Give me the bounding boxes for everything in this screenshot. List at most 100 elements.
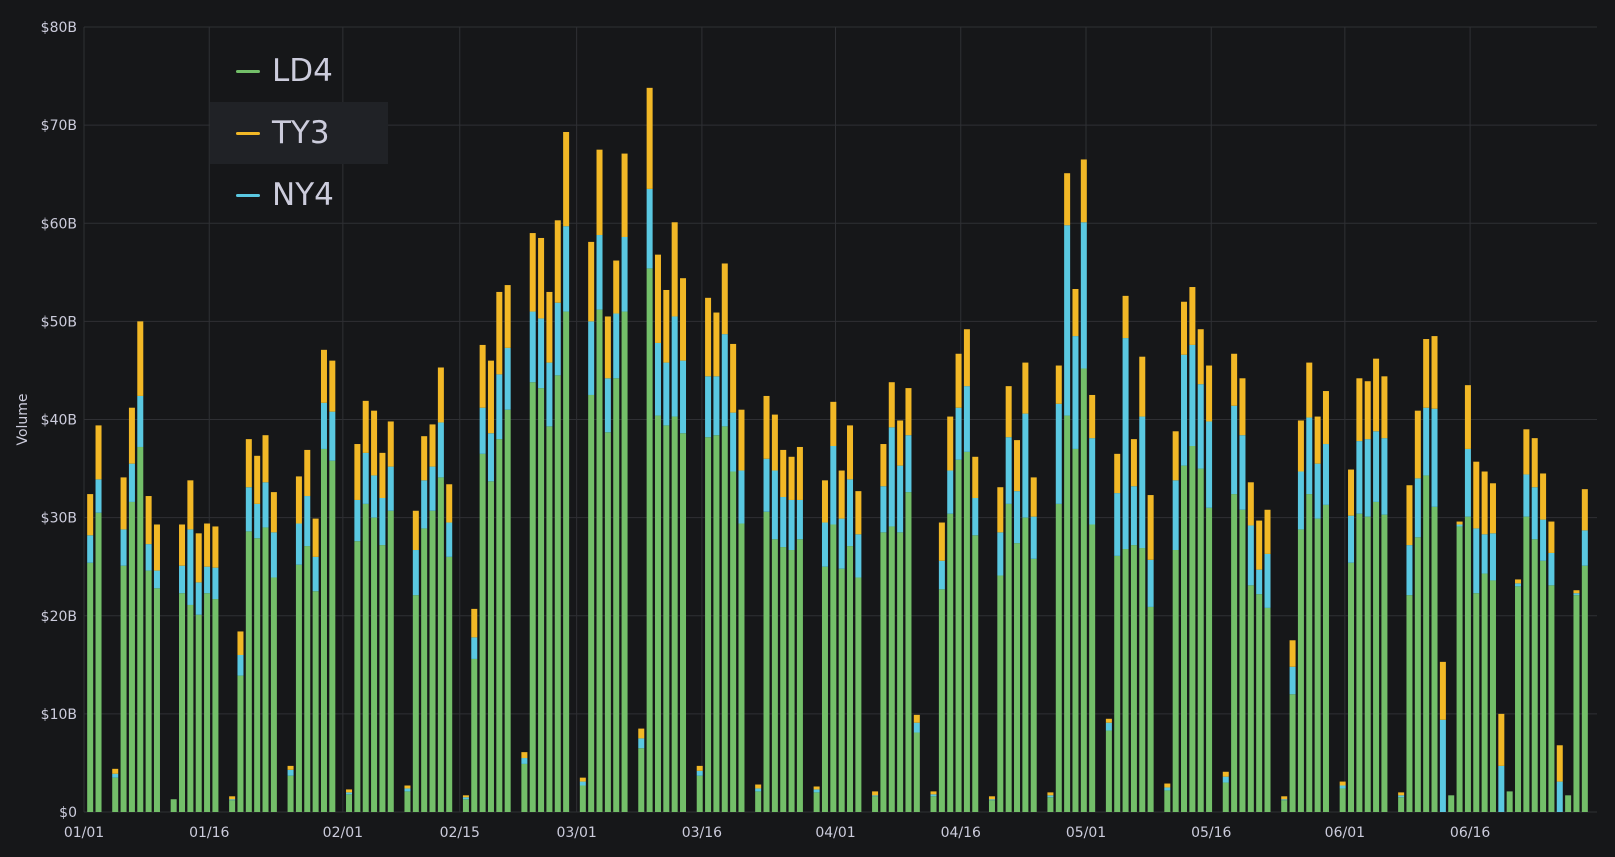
bar-ty3[interactable] [1105, 718, 1112, 723]
bar-ty3[interactable] [504, 285, 511, 348]
bar-ty3[interactable] [329, 360, 336, 412]
bar-ty3[interactable] [1181, 301, 1188, 355]
bar-ny4[interactable] [938, 560, 945, 590]
bar-ny4[interactable] [1080, 222, 1087, 369]
bar-ld4[interactable] [596, 309, 603, 812]
bar-ty3[interactable] [1489, 483, 1496, 534]
bar-ty3[interactable] [312, 518, 319, 557]
bar-ny4[interactable] [487, 433, 494, 482]
bar-ny4[interactable] [1489, 533, 1496, 581]
bar-ty3[interactable] [1289, 640, 1296, 667]
bar-ty3[interactable] [479, 344, 486, 408]
bar-ny4[interactable] [1147, 559, 1154, 607]
bar-ld4[interactable] [346, 794, 353, 812]
bar-ty3[interactable] [120, 477, 127, 530]
bar-ty3[interactable] [137, 321, 144, 396]
bar-ty3[interactable] [888, 382, 895, 428]
bar-ty3[interactable] [1556, 745, 1563, 782]
bar-ny4[interactable] [504, 347, 511, 410]
bar-ld4[interactable] [187, 604, 194, 812]
bar-ty3[interactable] [437, 367, 444, 423]
bar-ny4[interactable] [913, 722, 920, 733]
bar-ld4[interactable] [304, 546, 311, 812]
bar-ty3[interactable] [872, 791, 879, 796]
bar-ld4[interactable] [671, 416, 678, 812]
bar-ld4[interactable] [855, 577, 862, 812]
bar-ty3[interactable] [705, 297, 712, 377]
bar-ty3[interactable] [855, 491, 862, 535]
bar-ny4[interactable] [1373, 431, 1380, 502]
bar-ty3[interactable] [696, 765, 703, 771]
bar-ty3[interactable] [897, 420, 904, 466]
bar-ny4[interactable] [1322, 444, 1329, 505]
bar-ld4[interactable] [462, 799, 469, 812]
bar-ty3[interactable] [721, 263, 728, 335]
bar-ld4[interactable] [295, 564, 302, 812]
bar-ld4[interactable] [204, 593, 211, 812]
bar-ny4[interactable] [880, 486, 887, 533]
bar-ny4[interactable] [446, 522, 453, 557]
bar-ld4[interactable] [538, 388, 545, 812]
bar-ty3[interactable] [262, 435, 269, 483]
bar-ld4[interactable] [1414, 537, 1421, 812]
bar-ny4[interactable] [1381, 438, 1388, 515]
bar-ty3[interactable] [87, 494, 94, 536]
bar-ty3[interactable] [362, 400, 369, 453]
bar-ld4[interactable] [95, 512, 102, 812]
bar-ny4[interactable] [546, 362, 553, 427]
bar-ny4[interactable] [905, 435, 912, 493]
bar-ny4[interactable] [112, 773, 119, 778]
bar-ty3[interactable] [462, 795, 469, 798]
bar-ld4[interactable] [654, 415, 661, 812]
bar-ny4[interactable] [346, 792, 353, 795]
bar-ld4[interactable] [888, 526, 895, 812]
bar-ty3[interactable] [1055, 365, 1062, 404]
bar-ny4[interactable] [1398, 795, 1405, 798]
bar-ld4[interactable] [1406, 595, 1413, 812]
bar-ny4[interactable] [671, 316, 678, 417]
bar-ny4[interactable] [1014, 491, 1021, 544]
bar-ld4[interactable] [1398, 797, 1405, 812]
bar-ny4[interactable] [212, 567, 219, 600]
bar-ld4[interactable] [1080, 368, 1087, 812]
bar-ny4[interactable] [1464, 448, 1471, 517]
bar-ty3[interactable] [245, 439, 252, 488]
bar-ld4[interactable] [1548, 585, 1555, 812]
bar-ny4[interactable] [1556, 781, 1563, 812]
bar-ny4[interactable] [897, 465, 904, 533]
bar-ny4[interactable] [479, 407, 486, 454]
bar-ny4[interactable] [287, 769, 294, 776]
bar-ny4[interactable] [1356, 441, 1363, 514]
bar-ld4[interactable] [788, 550, 795, 812]
bar-ny4[interactable] [145, 544, 152, 571]
bar-ty3[interactable] [1515, 579, 1522, 584]
bar-ty3[interactable] [1222, 771, 1229, 777]
bar-ty3[interactable] [387, 421, 394, 467]
bar-ny4[interactable] [1523, 474, 1530, 517]
bar-ny4[interactable] [1456, 524, 1463, 527]
bar-ld4[interactable] [1456, 526, 1463, 812]
bar-ty3[interactable] [1197, 329, 1204, 385]
bar-ld4[interactable] [1489, 580, 1496, 812]
bar-ty3[interactable] [1139, 356, 1146, 417]
bar-ty3[interactable] [1164, 783, 1171, 788]
bar-ty3[interactable] [1130, 439, 1137, 487]
bar-ty3[interactable] [905, 388, 912, 436]
bar-ny4[interactable] [1122, 338, 1129, 550]
bar-ld4[interactable] [1206, 507, 1213, 812]
bar-ld4[interactable] [1114, 555, 1121, 812]
bar-ty3[interactable] [195, 533, 202, 583]
bar-ty3[interactable] [554, 220, 561, 303]
bar-ty3[interactable] [128, 407, 135, 464]
bar-ld4[interactable] [529, 382, 536, 812]
bar-ty3[interactable] [654, 254, 661, 343]
bar-ld4[interactable] [371, 517, 378, 813]
bar-ny4[interactable] [1139, 416, 1146, 549]
bar-ty3[interactable] [354, 444, 361, 500]
bar-ty3[interactable] [1348, 469, 1355, 516]
bar-ld4[interactable] [930, 796, 937, 812]
bar-ty3[interactable] [1306, 362, 1313, 418]
bar-ld4[interactable] [1264, 607, 1271, 812]
bar-ny4[interactable] [963, 386, 970, 452]
bar-ld4[interactable] [1448, 795, 1455, 812]
